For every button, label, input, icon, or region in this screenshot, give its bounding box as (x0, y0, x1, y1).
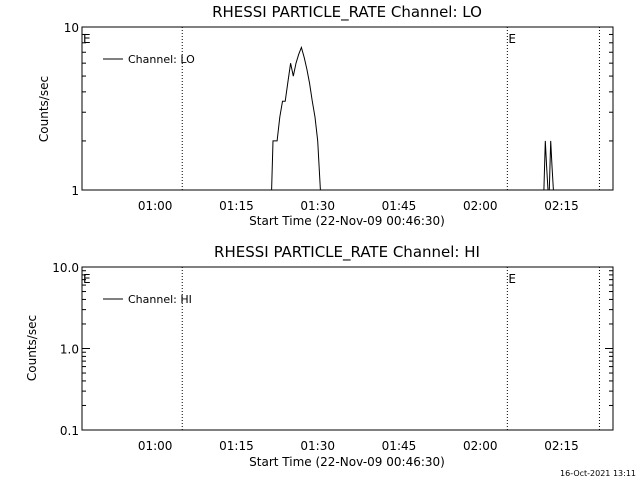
legend: Channel: LO (103, 53, 195, 66)
x-tick-label: 02:00 (463, 199, 498, 213)
y-ticks: 1 10 (64, 21, 613, 198)
x-ticks: 01:00 01:15 01:30 01:45 02:00 02:15 (138, 199, 579, 213)
x-tick-label: 01:30 (300, 199, 335, 213)
x-ticks: 01:00 01:15 01:30 01:45 02:00 02:15 (138, 439, 579, 453)
x-tick-label: 01:45 (382, 439, 417, 453)
series-lines (271, 45, 557, 191)
x-tick-label: 01:00 (138, 199, 173, 213)
x-tick-label: 02:15 (544, 439, 579, 453)
y-axis-label: Counts/sec (37, 76, 51, 142)
footer-timestamp: 16-Oct-2021 13:11 (560, 469, 636, 478)
plot-panel-lo: RHESSI PARTICLE_RATE Channel: LO Counts/… (37, 3, 614, 228)
e-marker-label: E (83, 32, 91, 46)
series-line (271, 45, 557, 191)
x-tick-label: 01:15 (219, 439, 254, 453)
plot-frame (81, 266, 614, 431)
x-axis-label: Start Time (22-Nov-09 00:46:30) (249, 214, 445, 228)
y-tick-label: 0.1 (60, 424, 79, 438)
plot-frame (81, 26, 614, 191)
x-axis-label: Start Time (22-Nov-09 00:46:30) (249, 455, 445, 469)
legend-label: Channel: HI (128, 293, 192, 306)
e-marker-label: E (508, 272, 516, 286)
y-tick-label: 1.0 (60, 343, 79, 357)
dotted-markers (181, 27, 600, 190)
x-tick-label: 02:00 (463, 439, 498, 453)
dotted-markers (181, 267, 600, 430)
y-tick-label: 10 (64, 21, 79, 35)
chart-title: RHESSI PARTICLE_RATE Channel: LO (212, 3, 482, 22)
e-marker-label: E (83, 272, 91, 286)
y-tick-label: 10.0 (52, 261, 79, 275)
y-axis-label: Counts/sec (25, 315, 39, 381)
e-marker-label: E (508, 32, 516, 46)
y-tick-label: 1 (71, 184, 79, 198)
x-tick-label: 01:45 (382, 199, 417, 213)
x-tick-label: 01:00 (138, 439, 173, 453)
plot-panel-hi: RHESSI PARTICLE_RATE Channel: HI Counts/… (25, 243, 614, 469)
legend-label: Channel: LO (128, 53, 195, 66)
x-tick-label: 01:30 (300, 439, 335, 453)
x-tick-label: 01:15 (219, 199, 254, 213)
y-ticks: 0.1 1.0 10.0 (52, 261, 613, 438)
chart-title: RHESSI PARTICLE_RATE Channel: HI (214, 243, 480, 262)
x-tick-label: 02:15 (544, 199, 579, 213)
legend: Channel: HI (103, 293, 192, 306)
